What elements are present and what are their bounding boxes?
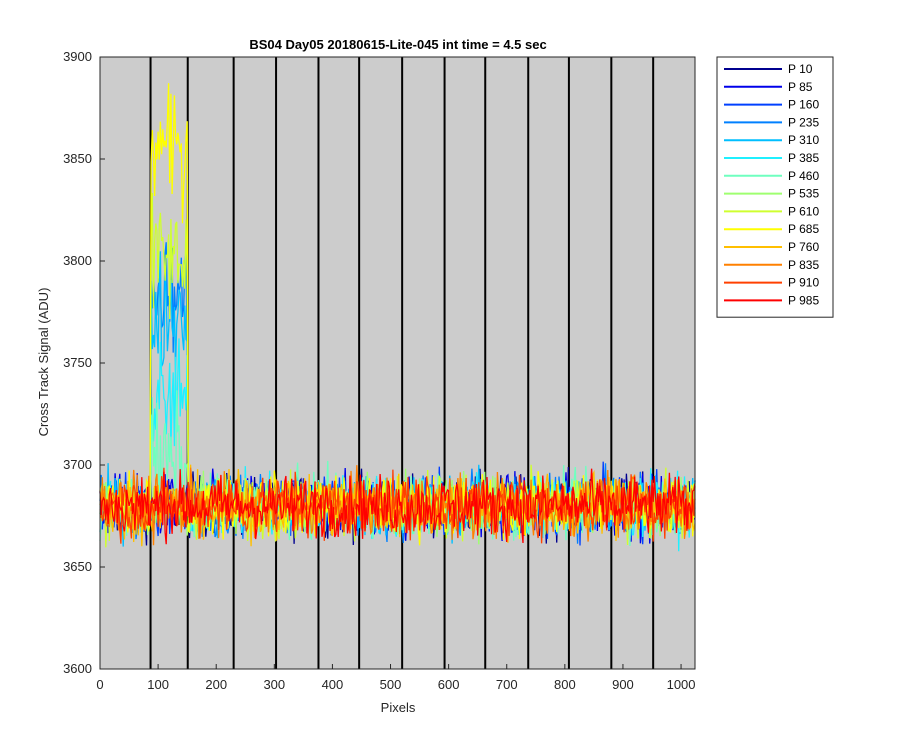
x-tick-label: 400 (322, 677, 344, 692)
series-line (99, 468, 696, 545)
vertical-lines (149, 57, 655, 669)
y-axis-label: Cross Track Signal (ADU) (36, 288, 51, 437)
series-layer (99, 83, 696, 552)
x-tick-label: 200 (205, 677, 227, 692)
legend-label: P 835 (788, 258, 819, 272)
x-axis: 0 100 200 300 400 500 600 700 800 900 1000 (96, 664, 696, 692)
x-tick-label: 500 (380, 677, 402, 692)
legend-label: P 985 (788, 293, 819, 307)
x-axis-label: Pixels (381, 700, 416, 715)
legend-box (716, 56, 834, 318)
x-tick-label: 300 (263, 677, 285, 692)
chart-title: BS04 Day05 20180615-Lite-045 int time = … (249, 37, 546, 52)
plot-area (100, 57, 695, 669)
x-tick-label: 800 (554, 677, 576, 692)
legend: P 10 P 85 P 160 P 235 P 310 P 385 P 460 P 535 P … (716, 56, 834, 318)
legend-label: P 535 (788, 187, 819, 201)
legend-label: P 10 (788, 62, 813, 76)
y-axis: 3600 3650 3700 3750 3800 3850 3900 (63, 49, 105, 676)
y-tick-label: 3850 (63, 151, 92, 166)
legend-label: P 85 (788, 80, 813, 94)
y-tick-label: 3650 (63, 559, 92, 574)
legend-label: P 910 (788, 276, 819, 290)
x-tick-label: 900 (612, 677, 634, 692)
legend-label: P 160 (788, 98, 819, 112)
x-tick-label: 700 (496, 677, 518, 692)
x-tick-label: 0 (96, 677, 103, 692)
legend-label: P 310 (788, 133, 819, 147)
x-tick-label: 600 (438, 677, 460, 692)
y-tick-label: 3750 (63, 355, 92, 370)
y-tick-label: 3600 (63, 661, 92, 676)
legend-label: P 610 (788, 204, 819, 218)
legend-label: P 235 (788, 115, 819, 129)
y-tick-label: 3700 (63, 457, 92, 472)
x-tick-label: 100 (147, 677, 169, 692)
x-tick-label: 1000 (667, 677, 696, 692)
y-tick-label: 3800 (63, 253, 92, 268)
legend-label: P 685 (788, 222, 819, 236)
y-tick-label: 3900 (63, 49, 92, 64)
legend-label: P 760 (788, 240, 819, 254)
legend-label: P 460 (788, 169, 819, 183)
legend-label: P 385 (788, 151, 819, 165)
